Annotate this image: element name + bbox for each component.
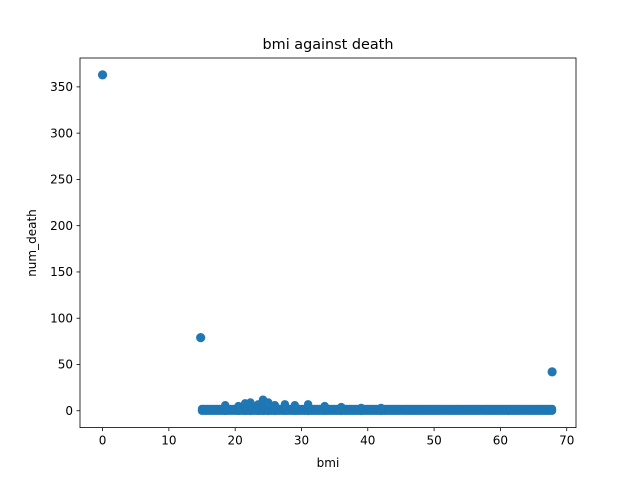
data-point bbox=[234, 401, 243, 411]
data-point bbox=[280, 400, 290, 409]
x-tick-label: 70 bbox=[559, 434, 574, 448]
data-point bbox=[264, 398, 273, 407]
x-tick-label: 40 bbox=[360, 434, 375, 448]
y-tick-label: 100 bbox=[50, 311, 73, 325]
data-point bbox=[303, 400, 313, 409]
y-tick-label: 300 bbox=[50, 126, 73, 140]
x-tick-label: 30 bbox=[294, 434, 309, 448]
x-axis-label: bmi bbox=[317, 456, 340, 470]
y-tick-label: 150 bbox=[50, 265, 73, 279]
y-tick-label: 200 bbox=[50, 219, 73, 233]
x-tick-label: 0 bbox=[99, 434, 107, 448]
y-axis-label: num_death bbox=[25, 209, 39, 277]
y-tick-label: 50 bbox=[58, 358, 73, 372]
data-point bbox=[356, 403, 366, 413]
plot-frame bbox=[79, 57, 577, 429]
data-point bbox=[290, 401, 300, 410]
data-point bbox=[337, 402, 346, 412]
x-tick-label: 20 bbox=[228, 434, 243, 448]
data-point bbox=[246, 398, 255, 407]
outlier-point bbox=[97, 70, 108, 80]
y-axis-ticks: 0 50 100 150 200 250 300 350 bbox=[50, 80, 80, 418]
data-point bbox=[320, 401, 329, 411]
data-points bbox=[97, 70, 557, 415]
y-tick-label: 250 bbox=[50, 173, 73, 187]
outlier-point bbox=[547, 367, 557, 377]
y-tick-label: 0 bbox=[65, 404, 73, 418]
data-point bbox=[270, 401, 280, 410]
x-axis-ticks: 0 10 20 30 40 50 60 70 bbox=[99, 427, 574, 448]
data-point bbox=[221, 401, 230, 410]
x-tick-label: 50 bbox=[426, 434, 441, 448]
x-tick-label: 10 bbox=[161, 434, 176, 448]
x-tick-label: 60 bbox=[493, 434, 508, 448]
outlier-point bbox=[196, 333, 206, 343]
chart-title: bmi against death bbox=[263, 37, 394, 53]
y-tick-label: 350 bbox=[50, 80, 73, 94]
data-point bbox=[547, 404, 557, 414]
data-point bbox=[376, 403, 386, 413]
